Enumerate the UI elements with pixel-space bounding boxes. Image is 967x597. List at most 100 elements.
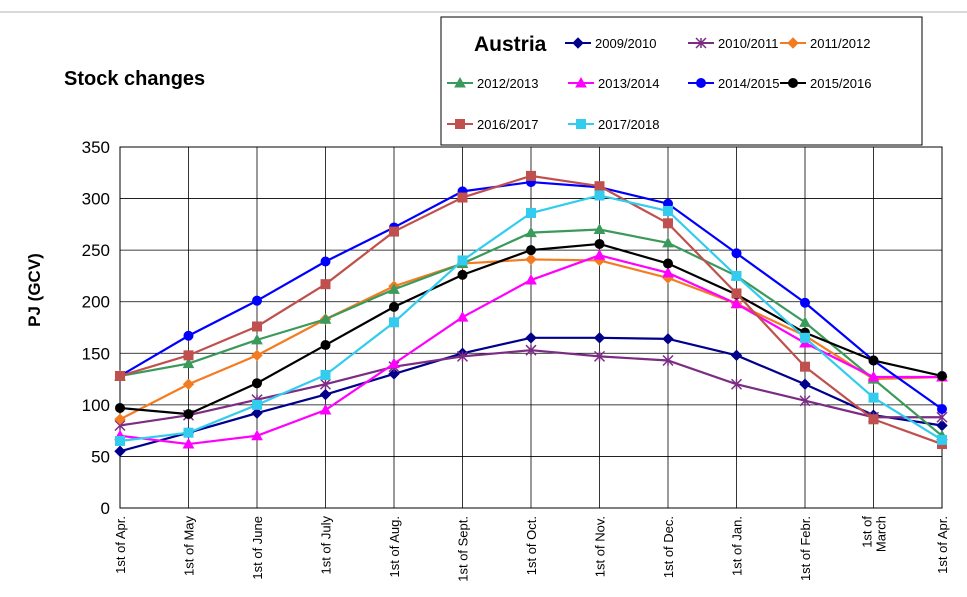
marker: [525, 332, 537, 344]
x-tick-label: 1st of Jan.: [730, 516, 745, 576]
legend-title: Austria: [474, 33, 547, 56]
marker: [937, 403, 947, 414]
marker: [594, 181, 605, 192]
legend-label: 2009/2010: [595, 36, 656, 51]
marker: [799, 395, 811, 407]
marker: [526, 245, 536, 256]
marker: [575, 76, 587, 88]
x-tick-label: 1st of Febr.: [798, 516, 813, 581]
marker: [731, 248, 742, 259]
marker: [731, 288, 742, 299]
marker: [868, 414, 879, 425]
x-tick-label: 1st of Dec.: [661, 516, 676, 578]
marker: [662, 333, 674, 345]
marker: [457, 255, 468, 266]
marker: [182, 378, 195, 390]
y-tick-label: 200: [82, 293, 110, 312]
marker: [319, 388, 332, 401]
marker: [663, 258, 673, 269]
y-tick-label: 100: [82, 396, 110, 415]
marker: [576, 119, 586, 129]
marker: [594, 190, 605, 201]
marker: [455, 119, 465, 129]
x-tick-label: 1st ofMarch: [860, 516, 889, 553]
marker: [320, 369, 331, 380]
marker: [593, 350, 606, 362]
marker: [800, 361, 810, 372]
legend-label: 2016/2017: [477, 117, 538, 132]
x-tick-label: 1st of Apr.: [113, 516, 128, 574]
marker: [252, 399, 262, 410]
marker: [662, 236, 674, 248]
marker: [937, 370, 947, 381]
marker: [663, 218, 673, 229]
marker: [456, 311, 469, 322]
marker: [115, 435, 125, 446]
marker: [320, 256, 331, 267]
y-axis-label: PJ (GCV): [25, 253, 44, 327]
marker: [251, 349, 263, 362]
marker: [389, 317, 399, 328]
marker: [937, 434, 947, 445]
marker: [457, 192, 468, 203]
marker: [867, 370, 880, 382]
y-tick-label: 350: [82, 138, 110, 157]
marker: [454, 76, 466, 88]
marker: [526, 208, 536, 219]
legend-label: 2012/2013: [477, 76, 538, 91]
marker: [319, 403, 332, 415]
marker: [389, 226, 399, 237]
marker: [662, 266, 674, 278]
marker: [114, 445, 126, 457]
marker: [525, 344, 537, 356]
y-tick-label: 300: [82, 190, 110, 209]
marker: [456, 350, 469, 362]
x-tick-label: 1st of July: [319, 516, 334, 575]
x-tick-label: 1st of Oct.: [524, 516, 539, 575]
marker: [662, 354, 674, 367]
x-tick-label: 1st of Aug.: [387, 516, 402, 577]
marker: [525, 274, 537, 285]
marker: [593, 249, 606, 260]
marker: [572, 37, 584, 49]
marker: [251, 333, 263, 345]
marker: [183, 330, 194, 341]
marker: [730, 297, 743, 309]
marker: [593, 332, 606, 344]
marker: [115, 402, 125, 413]
x-tick-label: 1st of Apr.: [935, 516, 950, 574]
legend-label: 2017/2018: [598, 117, 659, 132]
marker: [800, 297, 810, 308]
marker: [183, 350, 194, 361]
marker: [526, 170, 536, 181]
marker: [868, 355, 879, 366]
marker: [525, 226, 537, 238]
marker: [182, 438, 195, 449]
marker: [457, 269, 468, 280]
x-tick-label: 1st of Nov.: [593, 516, 608, 577]
marker: [788, 78, 798, 88]
chart-title: Stock changes: [64, 68, 205, 90]
x-tick-label: 1st of Sept.: [456, 516, 471, 582]
marker: [695, 37, 707, 49]
marker: [663, 205, 673, 216]
x-tick-label: 1st of May: [182, 516, 197, 576]
marker: [731, 270, 742, 281]
marker: [388, 368, 400, 380]
legend-box: [440, 16, 923, 146]
legend-label: 2015/2016: [810, 76, 871, 91]
marker: [388, 283, 400, 294]
legend-label: 2010/2011: [718, 36, 779, 51]
marker: [593, 223, 606, 235]
plot-frame: [119, 146, 943, 509]
marker: [525, 253, 537, 266]
marker: [787, 37, 799, 49]
marker: [389, 301, 399, 312]
marker: [182, 357, 195, 369]
marker: [868, 392, 879, 403]
marker: [183, 427, 194, 438]
marker: [252, 378, 262, 389]
marker: [252, 321, 262, 332]
y-tick-label: 250: [82, 241, 110, 260]
